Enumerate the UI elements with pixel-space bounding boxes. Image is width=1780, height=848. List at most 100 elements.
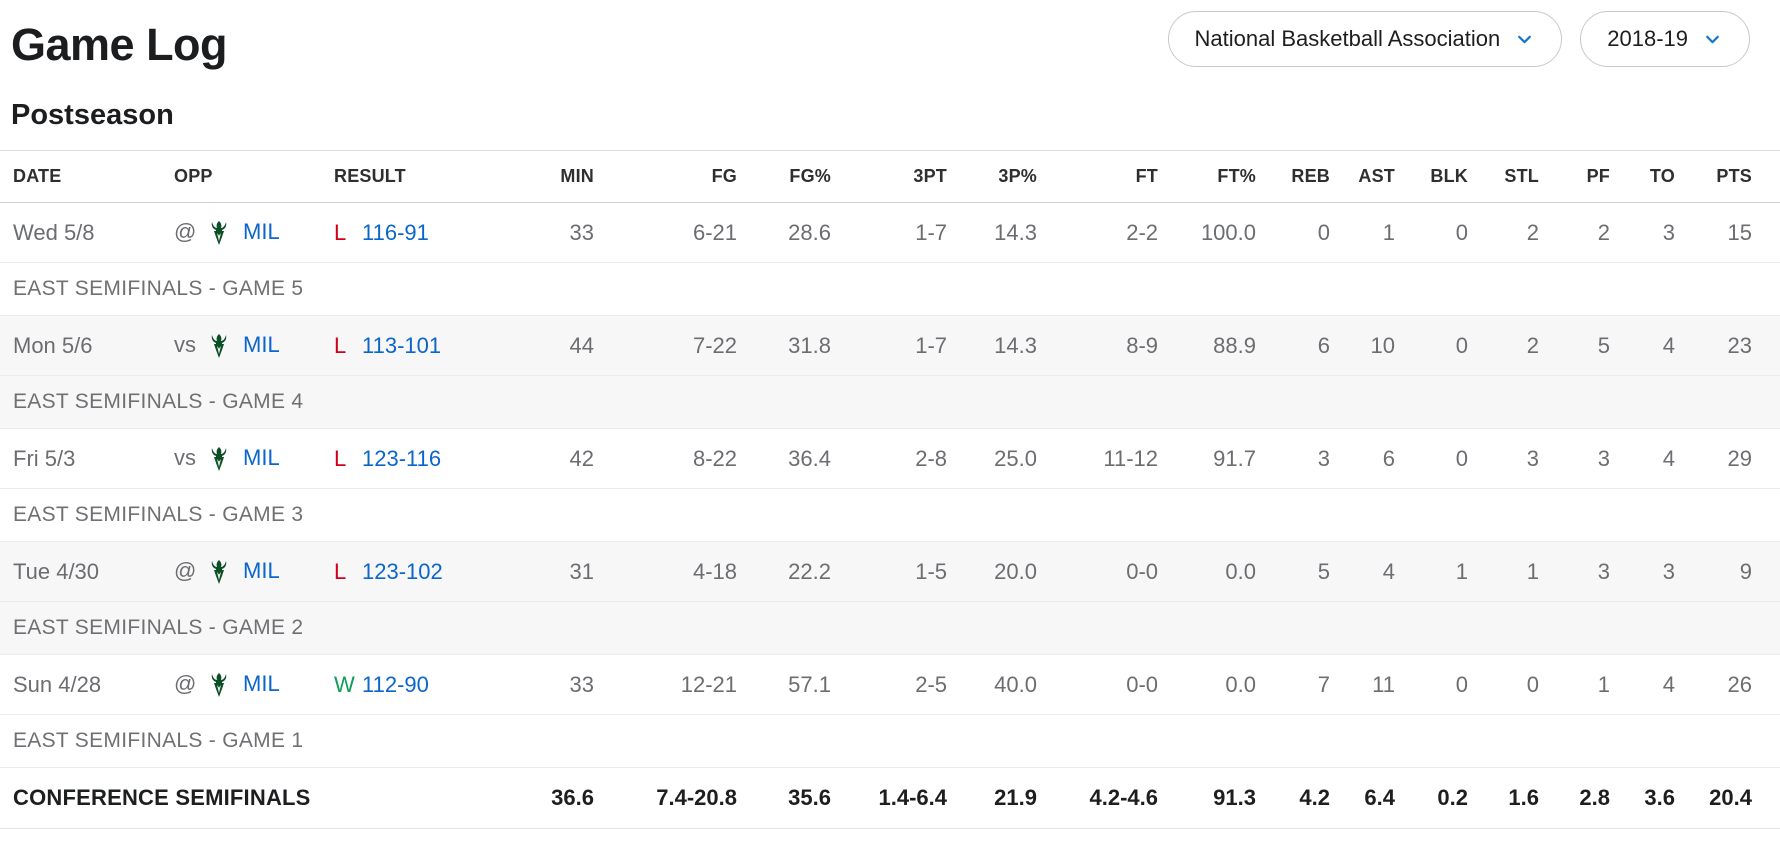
summary-stat-value: 35.6 [737, 767, 831, 829]
game-row: Tue 4/30 @ MIL L 123-102 31 4-18 22.2 1-5 20.0 0-0… [0, 541, 1780, 602]
stat-value: 3 [1539, 428, 1610, 489]
stat-value: 0.0 [1158, 654, 1256, 715]
stat-value: 23 [1675, 315, 1780, 376]
stat-value: 2-2 [1037, 202, 1158, 263]
stat-value: 1-7 [831, 202, 947, 263]
col-header-3p: 3P% [947, 150, 1037, 203]
game-row: Mon 5/6 vs MIL L 113-101 44 7-22 31.8 1-7 14.3 8-9… [0, 315, 1780, 376]
league-dropdown[interactable]: National Basketball Association [1167, 11, 1563, 67]
game-score-link[interactable]: 123-116 [362, 445, 442, 471]
stat-value: 0 [1395, 202, 1468, 263]
col-header-3pt: 3PT [831, 150, 947, 203]
summary-stat-value: 3.6 [1610, 767, 1675, 829]
opponent-team-link[interactable]: MIL [243, 671, 280, 696]
summary-stat-value: 4.2 [1256, 767, 1330, 829]
season-dropdown[interactable]: 2018-19 [1580, 11, 1750, 67]
stat-value: 88.9 [1158, 315, 1256, 376]
league-dropdown-value: National Basketball Association [1194, 26, 1501, 51]
stat-value: 3 [1539, 541, 1610, 602]
stat-value: 2-8 [831, 428, 947, 489]
stat-value: 1-7 [831, 315, 947, 376]
game-row: Sun 4/28 @ MIL W 112-90 33 12-21 57.1 2-5 40.0 0-0… [0, 654, 1780, 715]
game-row: Fri 5/3 vs MIL L 123-116 42 8-22 36.4 2-8 25.0 11-… [0, 428, 1780, 489]
stat-value: 7 [1256, 654, 1330, 715]
stat-value: 10 [1330, 315, 1395, 376]
summary-stat-value: 20.4 [1675, 767, 1780, 829]
summary-stat-value: 91.3 [1158, 767, 1256, 829]
filter-controls: National Basketball Association 2018-19 [1167, 11, 1750, 67]
col-header-reb: REB [1256, 150, 1330, 203]
game-score-link[interactable]: 116-91 [362, 219, 429, 245]
win-loss-indicator: L [334, 445, 347, 471]
col-header-ft: FT [1037, 150, 1158, 203]
page-title: Game Log [11, 19, 228, 70]
stat-value: 2 [1468, 202, 1539, 263]
stat-value: 6-21 [594, 202, 737, 263]
result-cell: L 113-101 [325, 315, 480, 376]
chevron-down-icon [1514, 29, 1535, 50]
stat-value: 29 [1675, 428, 1780, 489]
game-date: Fri 5/3 [0, 428, 160, 489]
bucks-logo-icon [206, 558, 232, 585]
stat-value: 0 [1395, 654, 1468, 715]
opponent-team-link[interactable]: MIL [243, 332, 280, 357]
col-header-stl: STL [1468, 150, 1539, 203]
stat-value: 33 [480, 654, 594, 715]
win-loss-indicator: W [334, 671, 355, 697]
col-header-ast: AST [1330, 150, 1395, 203]
stat-value: 12-21 [594, 654, 737, 715]
bucks-logo-icon [206, 445, 232, 472]
result-cell: W 112-90 [325, 654, 480, 715]
summary-stat-value: 1.6 [1468, 767, 1539, 829]
col-header-fg: FG% [737, 150, 831, 203]
col-header-min: MIN [480, 150, 594, 203]
stat-value: 1 [1330, 202, 1395, 263]
summary-stat-value: 21.9 [947, 767, 1037, 829]
stat-value: 0 [1395, 428, 1468, 489]
stat-value: 4 [1610, 315, 1675, 376]
col-header-ft: FT% [1158, 150, 1256, 203]
opponent-team-link[interactable]: MIL [243, 558, 280, 583]
stat-value: 44 [480, 315, 594, 376]
opponent-team-link[interactable]: MIL [243, 219, 280, 244]
bucks-logo-icon [206, 671, 232, 698]
col-header-date: DATE [0, 150, 160, 203]
section-title: Postseason [11, 99, 174, 131]
series-note-row: EAST SEMIFINALS - GAME 1 [0, 714, 1780, 768]
game-score-link[interactable]: 112-90 [362, 671, 429, 697]
summary-row: CONFERENCE SEMIFINALS 36.6 7.4-20.8 35.6 1.4… [0, 767, 1780, 829]
stat-value: 1 [1468, 541, 1539, 602]
stat-value: 11-12 [1037, 428, 1158, 489]
game-date: Sun 4/28 [0, 654, 160, 715]
result-cell: L 123-116 [325, 428, 480, 489]
home-away-indicator: vs [174, 445, 196, 470]
game-score-link[interactable]: 123-102 [362, 558, 443, 584]
stat-value: 5 [1539, 315, 1610, 376]
game-date: Wed 5/8 [0, 202, 160, 263]
opponent-cell: @ MIL [160, 202, 325, 263]
stat-value: 3 [1610, 202, 1675, 263]
game-log-page: Game Log National Basketball Association… [0, 11, 1780, 829]
stat-value: 14.3 [947, 315, 1037, 376]
col-header-to: TO [1610, 150, 1675, 203]
summary-stat-value: 1.4-6.4 [831, 767, 947, 829]
stat-value: 1 [1539, 654, 1610, 715]
series-note: EAST SEMIFINALS - GAME 1 [0, 714, 1780, 768]
stat-value: 4 [1330, 541, 1395, 602]
summary-stat-value: 4.2-4.6 [1037, 767, 1158, 829]
win-loss-indicator: L [334, 558, 347, 584]
series-note: EAST SEMIFINALS - GAME 2 [0, 601, 1780, 655]
stat-value: 2 [1539, 202, 1610, 263]
stat-value: 2 [1468, 315, 1539, 376]
stat-value: 40.0 [947, 654, 1037, 715]
col-header-blk: BLK [1395, 150, 1468, 203]
opponent-team-link[interactable]: MIL [243, 445, 280, 470]
opponent-cell: @ MIL [160, 654, 325, 715]
col-header-fg: FG [594, 150, 737, 203]
home-away-indicator: @ [174, 671, 197, 696]
game-date: Tue 4/30 [0, 541, 160, 602]
game-score-link[interactable]: 113-101 [362, 332, 442, 358]
home-away-indicator: @ [174, 558, 197, 583]
win-loss-indicator: L [334, 219, 347, 245]
stat-value: 0.0 [1158, 541, 1256, 602]
